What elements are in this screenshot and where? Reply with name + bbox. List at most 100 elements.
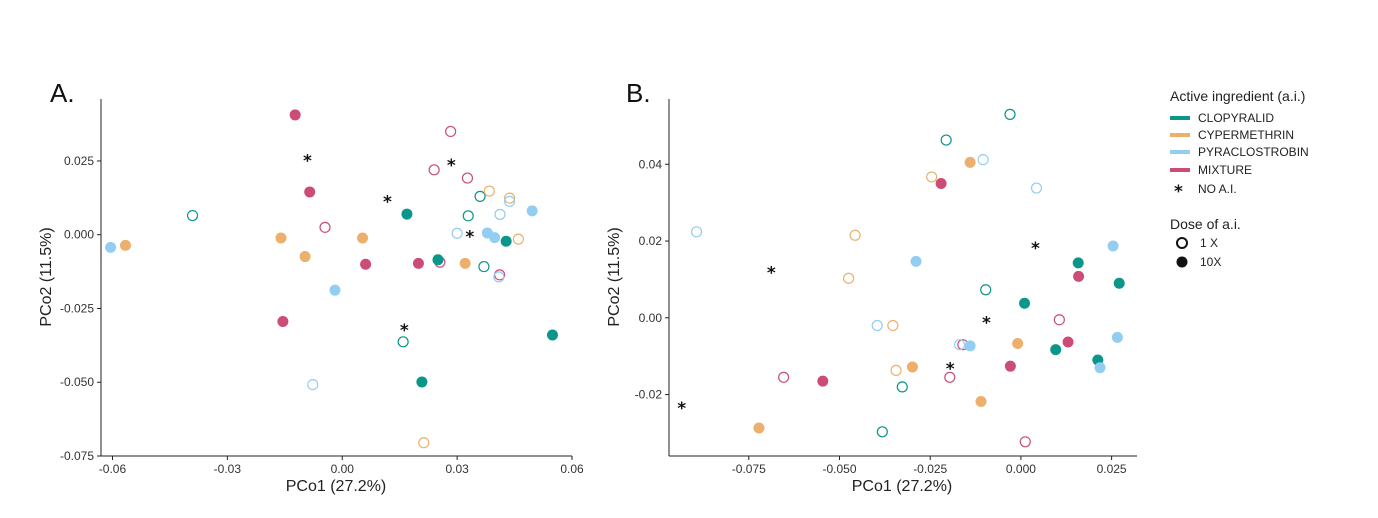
- panel-a-point-clopyralid-1x: [186, 209, 199, 222]
- panel-a-point-pyraclostrobin-1x: [307, 379, 319, 391]
- panel-b-x-tick-label: -0.050: [822, 462, 856, 476]
- panel-a-point-cypermethrin-1x: [503, 192, 516, 204]
- panel-a-point-mixture-1x: [445, 125, 457, 138]
- panel-a-points: * * * * *: [105, 109, 558, 449]
- panel-b-points: * * * * *: [677, 108, 1125, 448]
- panel-a-x-axis-title: PCo1 (27.2%): [286, 478, 387, 495]
- panel-a-point-clopyralid-1x: [462, 210, 474, 222]
- panel-b-point-cypermethrin-1x: [887, 319, 899, 332]
- panel-b-y-tick-label: 0.04: [639, 157, 663, 171]
- panel-b-axes: [668, 99, 1137, 457]
- panel-a-point-mixture-10x: [277, 315, 289, 327]
- panel-a-point-cypermethrin-10x: [120, 239, 132, 251]
- panel-b: B. -0.075 -0.050 -0.025 0.000 0.025 -0.02 0.00…: [606, 78, 1137, 495]
- panel-a: A. -0.06 -0.03 0.00 0.03 0.06-0.075-0.050-0.…: [38, 78, 584, 495]
- dose-legend-title: Dose of a.i.: [1170, 216, 1241, 232]
- panel-a-x-tick-label: 0.06: [560, 462, 584, 476]
- panel-a-point-cypermethrin-1x: [483, 185, 495, 197]
- panel-a-label: A.: [50, 78, 75, 108]
- panel-b-point-clopyralid-1x: [940, 134, 952, 146]
- panel-b-point-mixture-10x: [1062, 336, 1074, 348]
- panel-b-point-mixture-10x: [817, 375, 829, 387]
- panel-b-point-clopyralid-1x: [1004, 108, 1016, 120]
- panel-a-point-clopyralid-10x: [546, 329, 558, 341]
- panel-a-point-cypermethrin-1x: [418, 437, 430, 449]
- panel-b-y-tick-label: -0.02: [635, 388, 663, 402]
- panel-b-point-pyraclostrobin-10x: [964, 340, 976, 352]
- panel-a-point-cypermethrin-10x: [357, 232, 369, 244]
- panel-b-point-pyraclostrobin-10x: [910, 255, 922, 267]
- panel-a-point-clopyralid-1x: [478, 260, 490, 273]
- panel-b-y-tick-label: 0.02: [639, 234, 663, 248]
- panel-b-point-pyraclostrobin-1x: [1030, 182, 1043, 194]
- panel-b-point-no-ai-star: *: [767, 264, 776, 284]
- legend-title: Active ingredient (a.i.): [1170, 88, 1305, 104]
- panel-b-point-cypermethrin-1x: [842, 272, 855, 284]
- panel-b-point-mixture-1x: [1019, 436, 1031, 448]
- panel-a-y-tick-label: 0.025: [64, 154, 94, 168]
- panel-b-point-clopyralid-10x: [1072, 257, 1084, 269]
- panel-a-ticks: -0.06 -0.03 0.00 0.03 0.06 -0.075 -0.050 -0.025…: [60, 154, 584, 476]
- panel-a-y-tick-label: -0.025: [60, 301, 94, 315]
- legend-star-icon: *: [1174, 182, 1183, 202]
- panel-b-point-clopyralid-10x: [1050, 344, 1062, 356]
- panel-b-point-mixture-10x: [1004, 360, 1016, 372]
- panel-b-point-no-ai-star: *: [982, 314, 991, 334]
- legend-label-clopyralid: CLOPYRALID: [1198, 111, 1274, 125]
- panel-a-point-mixture-10x: [304, 186, 316, 198]
- panel-b-point-mixture-1x: [944, 371, 956, 383]
- panel-b-point-pyraclostrobin-1x: [953, 339, 966, 351]
- panel-a-x-tick-label: 0.00: [331, 462, 355, 476]
- panel-a-point-cypermethrin-10x: [299, 251, 311, 263]
- panel-a-point-cypermethrin-1x: [512, 233, 524, 245]
- panel-b-x-tick-label: 0.025: [1097, 462, 1127, 476]
- panel-a-point-pyraclostrobin-1x: [493, 271, 505, 283]
- panel-b-point-cypermethrin-10x: [753, 422, 765, 434]
- panel-b-point-clopyralid-10x: [1113, 277, 1125, 289]
- panel-b-point-pyraclostrobin-1x: [871, 319, 883, 332]
- panel-a-point-mixture-1x: [319, 221, 331, 233]
- panel-b-point-mixture-1x: [778, 371, 790, 383]
- panel-b-x-tick-label: -0.075: [732, 462, 766, 476]
- panel-a-point-clopyralid-10x: [500, 235, 512, 247]
- dose-legend-label-10x: 10X: [1200, 255, 1221, 269]
- legend-label-pyraclostrobin: PYRACLOSTROBIN: [1198, 145, 1309, 159]
- panel-b-point-clopyralid-10x: [1019, 297, 1031, 309]
- panel-b-y-axis-title: PCo2 (11.5%): [606, 227, 623, 326]
- panel-a-point-pyraclostrobin-10x: [105, 241, 117, 253]
- panel-b-point-cypermethrin-1x: [849, 229, 861, 241]
- panel-b-x-tick-label: -0.025: [913, 462, 947, 476]
- panel-b-point-pyraclostrobin-10x: [1094, 362, 1106, 374]
- panel-b-point-mixture-10x: [1073, 270, 1085, 282]
- panel-a-point-mixture-10x: [360, 258, 372, 270]
- panel-a-y-tick-label: -0.075: [60, 449, 94, 463]
- panel-b-point-cypermethrin-10x: [906, 361, 918, 373]
- panel-a-point-pyraclostrobin-1x: [503, 195, 516, 207]
- legend: Active ingredient (a.i.) CLOPYRALID CYPE…: [1170, 88, 1309, 269]
- panel-a-point-clopyralid-10x: [416, 376, 428, 388]
- panel-b-ticks: -0.075 -0.050 -0.025 0.000 0.025 -0.02 0.00 0.0…: [635, 157, 1127, 476]
- panel-b-point-no-ai-star: *: [946, 360, 955, 380]
- dose-1x-open-circle-icon: [1176, 237, 1188, 249]
- panel-a-point-mixture-10x: [412, 257, 424, 269]
- legend-label-mixture: MIXTURE: [1198, 163, 1252, 177]
- panel-a-x-tick-label: 0.03: [445, 462, 469, 476]
- panel-b-point-pyraclostrobin-10x: [1107, 240, 1119, 252]
- panel-a-point-no-ai-star: *: [303, 151, 312, 171]
- legend-label-cypermethrin: CYPERMETHRIN: [1198, 128, 1294, 142]
- panel-b-point-pyraclostrobin-10x: [1111, 331, 1123, 343]
- panel-b-x-tick-label: 0.000: [1006, 462, 1036, 476]
- panel-b-point-cypermethrin-1x: [890, 364, 902, 376]
- panel-b-point-no-ai-star: *: [1031, 239, 1040, 259]
- panel-a-point-pyraclostrobin-1x: [494, 208, 506, 220]
- panel-a-point-mixture-10x: [289, 109, 301, 121]
- panel-a-point-clopyralid-1x: [474, 190, 486, 202]
- panel-a-point-pyraclostrobin-10x: [329, 284, 341, 296]
- panel-a-point-clopyralid-10x: [401, 208, 413, 220]
- panel-a-point-clopyralid-1x: [397, 336, 409, 348]
- panel-a-point-no-ai-star: *: [383, 192, 392, 212]
- panel-b-point-clopyralid-1x: [980, 284, 992, 296]
- panel-a-y-axis-title: PCo2 (11.5%): [38, 227, 55, 326]
- panel-b-label: B.: [626, 78, 651, 108]
- panel-a-point-pyraclostrobin-10x: [489, 232, 501, 244]
